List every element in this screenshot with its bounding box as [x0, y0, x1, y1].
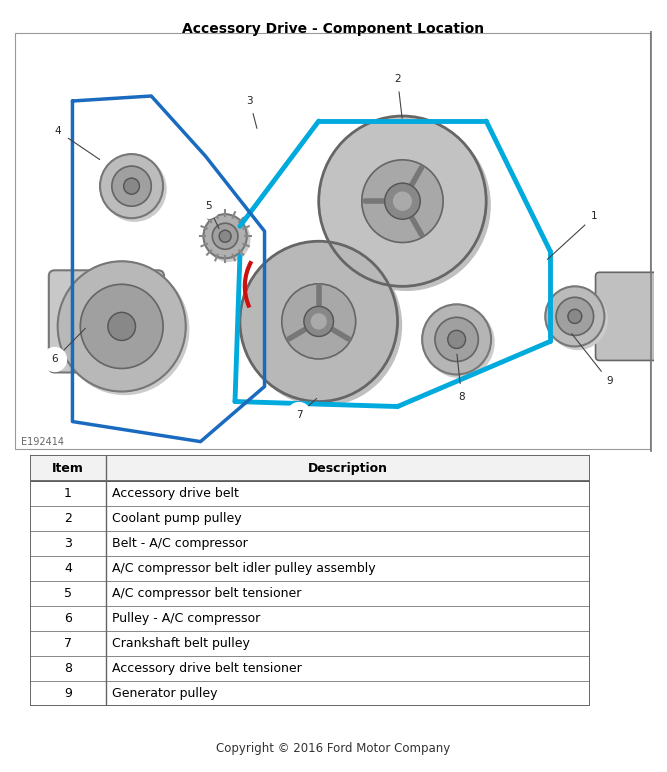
- Circle shape: [304, 306, 334, 337]
- Circle shape: [57, 261, 185, 391]
- Circle shape: [362, 160, 443, 242]
- Text: Accessory Drive - Component Location: Accessory Drive - Component Location: [183, 22, 484, 36]
- Text: 8: 8: [458, 391, 465, 401]
- Circle shape: [206, 217, 249, 261]
- Circle shape: [100, 154, 163, 218]
- Circle shape: [323, 120, 490, 290]
- Text: A/C compressor belt tensioner: A/C compressor belt tensioner: [112, 587, 301, 600]
- Text: Generator pulley: Generator pulley: [112, 687, 218, 700]
- Text: 6: 6: [64, 612, 72, 625]
- Circle shape: [112, 166, 151, 206]
- Circle shape: [568, 310, 582, 323]
- Text: A/C compressor belt idler pulley assembly: A/C compressor belt idler pulley assembl…: [112, 562, 376, 575]
- Circle shape: [422, 304, 491, 374]
- Text: Item: Item: [52, 462, 84, 475]
- Text: 2: 2: [394, 74, 401, 84]
- Circle shape: [546, 286, 604, 347]
- Text: 4: 4: [64, 562, 72, 575]
- Circle shape: [123, 178, 139, 195]
- Text: 7: 7: [64, 637, 72, 650]
- FancyBboxPatch shape: [596, 273, 667, 361]
- Text: Belt - A/C compressor: Belt - A/C compressor: [112, 537, 248, 550]
- Text: Copyright © 2016 Ford Motor Company: Copyright © 2016 Ford Motor Company: [216, 742, 451, 755]
- Circle shape: [197, 195, 220, 218]
- Circle shape: [598, 370, 621, 394]
- FancyBboxPatch shape: [49, 270, 164, 372]
- Text: 7: 7: [295, 410, 302, 419]
- Text: 9: 9: [64, 687, 72, 700]
- Text: 5: 5: [64, 587, 72, 600]
- Text: Crankshaft belt pulley: Crankshaft belt pulley: [112, 637, 250, 650]
- Text: Accessory drive belt tensioner: Accessory drive belt tensioner: [112, 662, 302, 676]
- Text: E192414: E192414: [21, 437, 64, 447]
- Circle shape: [46, 119, 69, 143]
- Text: 8: 8: [64, 662, 72, 676]
- Circle shape: [240, 241, 398, 401]
- Text: 5: 5: [205, 201, 211, 212]
- Circle shape: [450, 384, 474, 408]
- Text: 1: 1: [591, 212, 598, 222]
- Circle shape: [556, 297, 594, 335]
- Circle shape: [281, 284, 356, 359]
- Text: 3: 3: [246, 96, 253, 106]
- Circle shape: [287, 402, 311, 427]
- Text: Accessory drive belt: Accessory drive belt: [112, 486, 239, 499]
- Text: 4: 4: [54, 126, 61, 136]
- Circle shape: [583, 204, 606, 229]
- Circle shape: [385, 183, 420, 219]
- Circle shape: [219, 230, 231, 242]
- Text: Description: Description: [308, 462, 388, 475]
- Circle shape: [244, 245, 402, 405]
- Circle shape: [43, 347, 67, 371]
- Text: Coolant pump pulley: Coolant pump pulley: [112, 512, 242, 525]
- Circle shape: [448, 330, 466, 348]
- Circle shape: [319, 116, 486, 286]
- Circle shape: [394, 192, 412, 210]
- Circle shape: [311, 314, 326, 329]
- Circle shape: [80, 284, 163, 368]
- Circle shape: [103, 157, 166, 222]
- Circle shape: [548, 290, 608, 350]
- Circle shape: [425, 307, 494, 378]
- Circle shape: [203, 214, 247, 259]
- Text: 3: 3: [64, 537, 72, 550]
- Text: Pulley - A/C compressor: Pulley - A/C compressor: [112, 612, 261, 625]
- Circle shape: [212, 223, 238, 249]
- Text: 2: 2: [64, 512, 72, 525]
- Circle shape: [435, 317, 478, 361]
- Text: 6: 6: [51, 354, 58, 364]
- Circle shape: [108, 313, 135, 340]
- Bar: [30, 455, 590, 480]
- Circle shape: [386, 67, 410, 91]
- Text: 9: 9: [606, 377, 613, 387]
- Circle shape: [61, 264, 189, 394]
- Text: 1: 1: [64, 486, 72, 499]
- Circle shape: [238, 89, 261, 113]
